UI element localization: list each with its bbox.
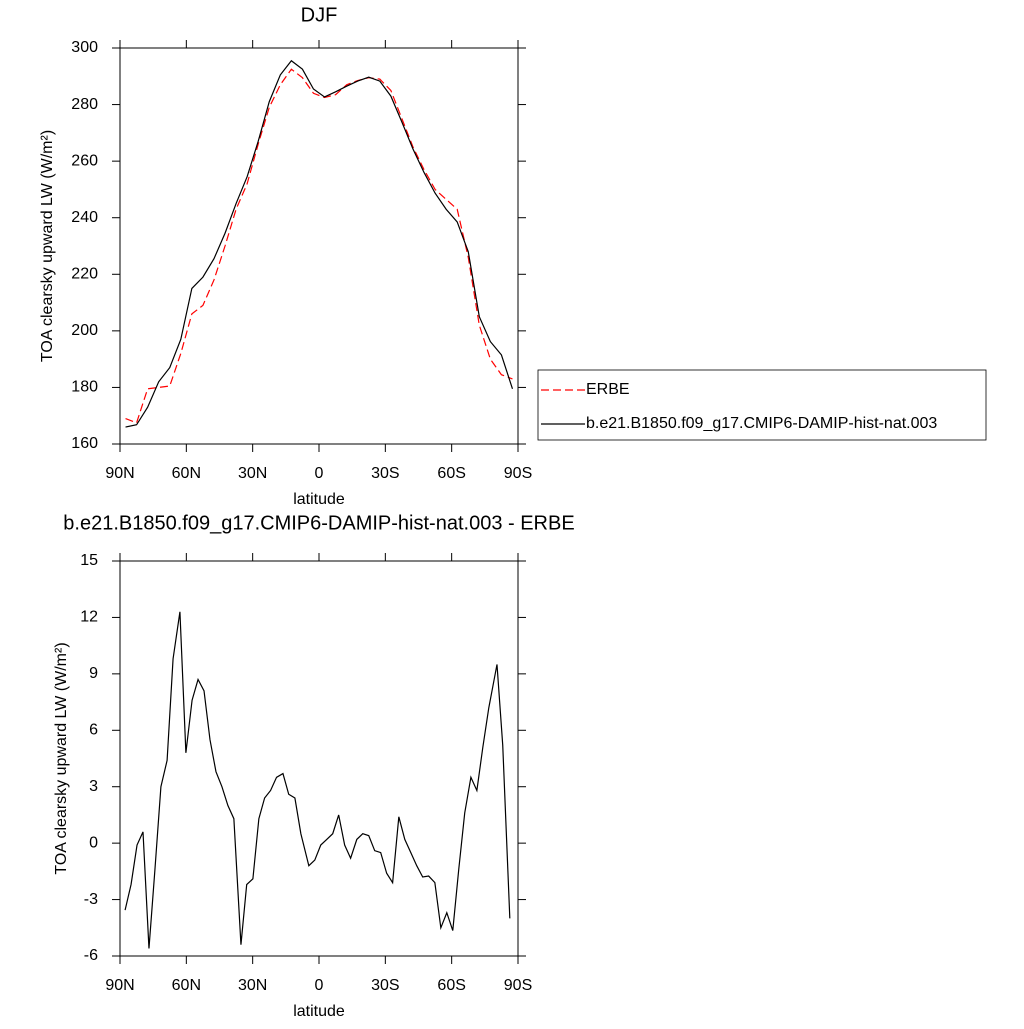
chart-title: b.e21.B1850.f09_g17.CMIP6-DAMIP-hist-nat…: [63, 512, 574, 534]
x-axis-label: latitude: [293, 491, 345, 508]
data-line: [124, 611, 511, 949]
x-tick-label: 0: [315, 465, 324, 482]
y-tick-label: 3: [89, 778, 98, 795]
y-axis-label: TOA clearsky upward LW (W/m²): [53, 642, 70, 874]
x-tick-label: 90N: [105, 977, 134, 994]
x-tick-label: 30N: [238, 977, 267, 994]
y-tick-label: 180: [71, 379, 98, 396]
x-tick-label: 90S: [504, 465, 532, 482]
y-tick-label: 220: [71, 266, 98, 283]
y-axis-label: TOA clearsky upward LW (W/m²): [39, 130, 56, 362]
y-tick-label: 15: [80, 552, 98, 569]
x-tick-label: 60S: [437, 465, 465, 482]
y-tick-label: -3: [84, 891, 98, 908]
x-tick-label: 30S: [371, 465, 399, 482]
x-tick-label: 60N: [172, 465, 201, 482]
x-tick-label: 60S: [437, 977, 465, 994]
x-tick-label: 30N: [238, 465, 267, 482]
y-tick-label: 200: [71, 322, 98, 339]
y-tick-label: 280: [71, 96, 98, 113]
plot-frame: [119, 560, 519, 957]
plot-frame: [119, 47, 519, 445]
legend-label: ERBE: [586, 381, 630, 398]
x-axis-label: latitude: [293, 1003, 345, 1020]
y-tick-label: -6: [84, 947, 98, 964]
x-tick-label: 90N: [105, 465, 134, 482]
legend-box: [537, 369, 987, 441]
y-tick-label: 160: [71, 435, 98, 452]
x-tick-label: 60N: [172, 977, 201, 994]
y-tick-label: 300: [71, 39, 98, 56]
y-tick-label: 240: [71, 209, 98, 226]
x-tick-label: 30S: [371, 977, 399, 994]
legend-label: b.e21.B1850.f09_g17.CMIP6-DAMIP-hist-nat…: [586, 415, 937, 432]
chart-title: DJF: [301, 4, 338, 26]
y-tick-label: 260: [71, 152, 98, 169]
data-line: [125, 59, 514, 428]
y-tick-label: 0: [89, 834, 98, 851]
y-tick-label: 9: [89, 665, 98, 682]
data-line: [125, 68, 513, 424]
y-tick-label: 12: [80, 609, 98, 626]
y-tick-label: 6: [89, 722, 98, 739]
x-tick-label: 90S: [504, 977, 532, 994]
x-tick-label: 0: [315, 977, 324, 994]
